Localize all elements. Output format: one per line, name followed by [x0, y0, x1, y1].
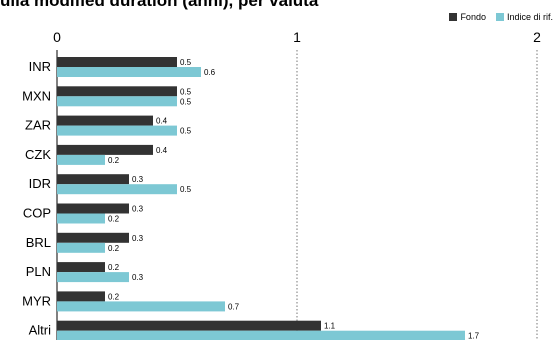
data-label: 0.5: [180, 58, 192, 67]
legend-label-fondo: Fondo: [460, 12, 486, 22]
data-label: 1.7: [468, 332, 480, 340]
bar-indice: [57, 67, 201, 77]
data-label: 0.2: [108, 292, 120, 301]
bar-fondo: [57, 86, 177, 97]
x-tick-label: 0: [53, 29, 61, 45]
bar-fondo: [57, 174, 129, 185]
legend-item-indice: Indice di rif.: [495, 12, 553, 22]
bar-indice: [57, 154, 105, 165]
bar-indice: [57, 96, 177, 107]
x-tick-label: 2: [533, 29, 541, 45]
y-tick-label: CZK: [25, 147, 51, 162]
y-tick-label: ZAR: [25, 118, 51, 133]
bar-indice: [57, 330, 465, 340]
bar-fondo: [57, 144, 153, 155]
data-label: 0.2: [108, 263, 120, 272]
data-label: 0.3: [132, 234, 144, 243]
y-tick-label: Altri: [29, 323, 52, 338]
bar-indice: [57, 184, 177, 195]
data-label: 0.3: [132, 205, 144, 214]
bar-indice: [57, 213, 105, 224]
legend: Fondo Indice di rif.: [449, 12, 553, 22]
bar-fondo: [57, 232, 129, 243]
y-tick-label: MYR: [22, 293, 51, 308]
bar-fondo: [57, 262, 105, 273]
bar-indice: [57, 242, 105, 253]
data-label: 0.6: [204, 68, 216, 77]
chart-title: ulla modified duration (anni), per valut…: [0, 0, 319, 10]
data-label: 0.5: [180, 185, 192, 194]
data-label: 0.5: [180, 97, 192, 106]
x-tick-label: 1: [293, 29, 301, 45]
bar-indice: [57, 125, 177, 136]
data-label: 0.4: [156, 117, 168, 126]
legend-swatch-fondo: [449, 13, 458, 21]
bar-fondo: [57, 115, 153, 126]
data-label: 0.2: [108, 215, 120, 224]
data-label: 0.7: [228, 302, 240, 311]
data-label: 0.5: [180, 87, 192, 96]
data-label: 0.3: [132, 273, 144, 282]
data-label: 0.2: [108, 156, 120, 165]
bar-fondo: [57, 291, 105, 302]
data-label: 0.5: [180, 127, 192, 136]
legend-item-fondo: Fondo: [449, 12, 486, 22]
y-tick-label: INR: [29, 59, 51, 74]
y-tick-label: IDR: [29, 176, 51, 191]
data-label: 0.4: [156, 146, 168, 155]
bar-indice: [57, 301, 225, 312]
data-label: 0.3: [132, 175, 144, 184]
y-tick-label: MXN: [22, 88, 51, 103]
bar-indice: [57, 272, 129, 283]
legend-label-indice: Indice di rif.: [506, 12, 553, 22]
legend-swatch-indice: [495, 13, 504, 21]
bar-fondo: [57, 203, 129, 214]
bar-fondo: [57, 320, 321, 331]
bar-fondo: [57, 57, 177, 67]
y-tick-label: BRL: [26, 235, 51, 250]
y-tick-label: PLN: [26, 264, 51, 279]
data-label: 0.2: [108, 244, 120, 253]
data-label: 1.1: [324, 322, 336, 331]
y-tick-label: COP: [23, 206, 51, 221]
